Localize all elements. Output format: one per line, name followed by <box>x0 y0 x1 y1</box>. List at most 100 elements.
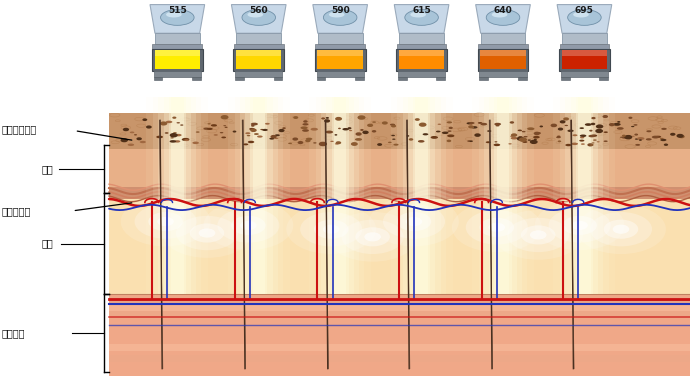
Ellipse shape <box>265 123 270 125</box>
Bar <box>315 44 365 49</box>
Ellipse shape <box>585 123 592 126</box>
Circle shape <box>364 232 381 241</box>
Text: 表皮: 表皮 <box>41 164 53 174</box>
Circle shape <box>146 125 152 129</box>
Text: 615: 615 <box>412 6 431 15</box>
Ellipse shape <box>392 139 395 140</box>
Bar <box>309 97 371 294</box>
Circle shape <box>466 210 528 244</box>
Bar <box>326 97 354 294</box>
Circle shape <box>326 117 329 119</box>
Circle shape <box>270 135 277 138</box>
Ellipse shape <box>522 141 527 143</box>
Ellipse shape <box>300 126 308 129</box>
Ellipse shape <box>573 134 578 136</box>
Bar <box>234 44 284 49</box>
Bar <box>576 97 593 294</box>
Ellipse shape <box>184 139 189 141</box>
Bar <box>397 44 446 49</box>
Ellipse shape <box>528 139 531 141</box>
Circle shape <box>335 117 342 121</box>
Circle shape <box>467 140 470 142</box>
Circle shape <box>604 220 638 239</box>
Circle shape <box>609 123 615 126</box>
Bar <box>578 97 591 294</box>
Ellipse shape <box>170 137 174 139</box>
Bar <box>562 33 607 44</box>
Circle shape <box>338 128 341 129</box>
Ellipse shape <box>349 130 352 131</box>
Ellipse shape <box>388 142 392 143</box>
Circle shape <box>629 117 633 119</box>
Bar <box>109 187 690 199</box>
Bar <box>398 77 406 80</box>
Ellipse shape <box>372 121 376 123</box>
Ellipse shape <box>166 12 181 18</box>
Circle shape <box>221 115 228 120</box>
Circle shape <box>382 121 388 125</box>
Circle shape <box>233 131 237 133</box>
Bar <box>146 97 208 294</box>
Ellipse shape <box>405 10 438 25</box>
Polygon shape <box>231 5 286 33</box>
Polygon shape <box>394 5 449 33</box>
Bar <box>561 71 608 77</box>
Bar <box>159 97 197 294</box>
Bar <box>235 97 283 294</box>
Bar <box>318 33 362 44</box>
Ellipse shape <box>411 12 426 18</box>
Circle shape <box>362 131 368 134</box>
Ellipse shape <box>573 12 589 18</box>
Ellipse shape <box>436 131 440 133</box>
Circle shape <box>590 212 652 246</box>
Circle shape <box>613 225 629 234</box>
Ellipse shape <box>509 143 512 144</box>
Ellipse shape <box>431 136 438 139</box>
Circle shape <box>549 208 611 243</box>
Ellipse shape <box>652 136 659 139</box>
Ellipse shape <box>180 125 184 126</box>
Bar <box>478 44 528 49</box>
Bar <box>317 77 325 80</box>
Bar <box>481 33 525 44</box>
Ellipse shape <box>593 139 597 141</box>
Ellipse shape <box>196 131 199 133</box>
Circle shape <box>199 228 215 238</box>
Bar <box>109 296 690 303</box>
Circle shape <box>231 216 266 235</box>
Ellipse shape <box>631 126 634 127</box>
Circle shape <box>571 221 588 230</box>
Ellipse shape <box>221 136 226 138</box>
Circle shape <box>591 123 595 125</box>
Ellipse shape <box>170 140 176 143</box>
Circle shape <box>563 117 569 121</box>
Bar <box>497 97 509 294</box>
Ellipse shape <box>635 138 638 140</box>
Circle shape <box>408 138 413 141</box>
Ellipse shape <box>274 138 278 139</box>
Polygon shape <box>475 5 531 33</box>
Circle shape <box>589 130 593 132</box>
Bar <box>152 44 202 49</box>
Circle shape <box>162 208 252 258</box>
Circle shape <box>517 137 524 141</box>
Ellipse shape <box>177 122 180 123</box>
Bar <box>155 50 200 56</box>
Ellipse shape <box>193 142 199 144</box>
Bar <box>480 50 526 56</box>
Circle shape <box>534 132 540 135</box>
Bar <box>155 33 199 44</box>
Circle shape <box>355 132 362 136</box>
Bar <box>399 50 444 56</box>
Ellipse shape <box>447 134 455 137</box>
Bar <box>518 77 526 80</box>
Ellipse shape <box>245 132 250 134</box>
Ellipse shape <box>156 136 163 138</box>
Ellipse shape <box>660 138 664 139</box>
Bar <box>332 97 349 294</box>
Bar <box>155 50 200 69</box>
Circle shape <box>279 129 284 132</box>
Circle shape <box>676 134 684 138</box>
Circle shape <box>377 143 382 146</box>
Ellipse shape <box>494 123 501 125</box>
